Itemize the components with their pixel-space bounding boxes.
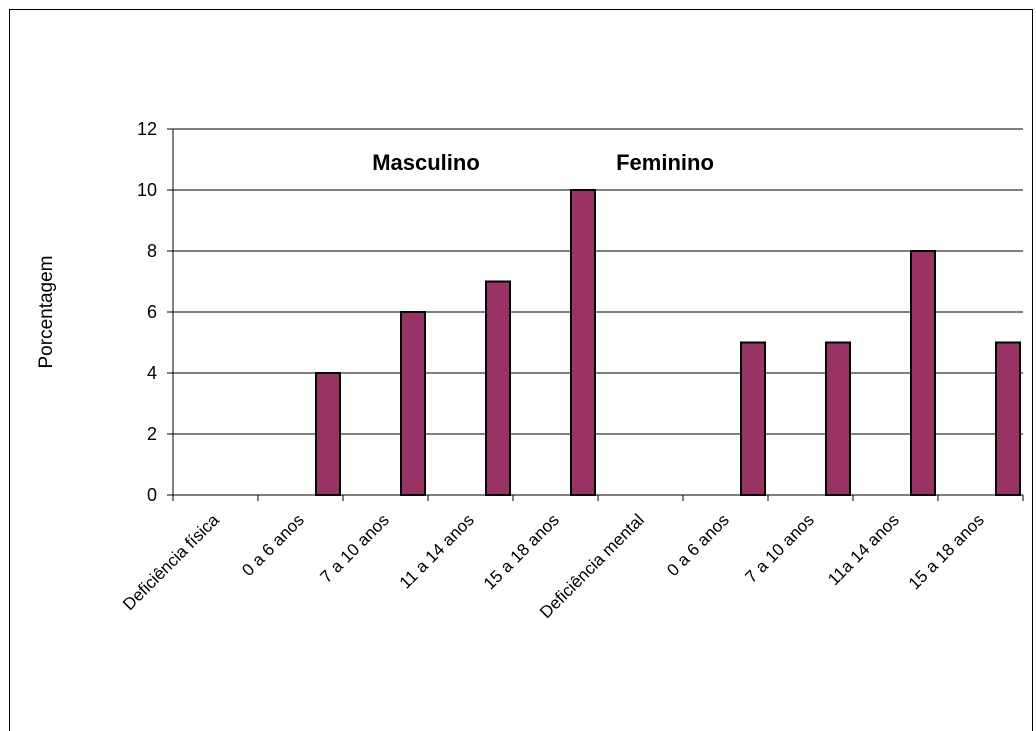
x-tick-label: 0 a 6 anos <box>663 510 733 580</box>
x-tick-label: 11 a 14 anos <box>396 510 478 592</box>
y-tick-label: 4 <box>147 363 157 383</box>
y-axis-title: Porcentagem <box>36 255 57 368</box>
x-tick-label: 11a 14 anos <box>824 510 903 589</box>
x-tick-label: 15 a 18 anos <box>905 510 988 593</box>
x-tick-label: 15 a 18 anos <box>480 510 563 593</box>
bar <box>825 341 851 496</box>
bar <box>570 189 596 496</box>
x-tick-label: 0 a 6 anos <box>238 510 308 580</box>
group-label-feminino: Feminino <box>616 150 714 175</box>
bar <box>315 372 341 496</box>
y-tick-label: 10 <box>137 180 157 200</box>
bar <box>995 341 1021 496</box>
bar <box>740 341 766 496</box>
x-tick-label: 7 a 10 anos <box>317 510 393 586</box>
bar <box>400 311 426 496</box>
y-tick-label: 8 <box>147 241 157 261</box>
gridlines <box>173 128 1023 435</box>
bars <box>315 189 1021 496</box>
y-tick-label: 0 <box>147 485 157 505</box>
y-tick-labels: 0 2 4 6 8 10 12 <box>137 119 157 505</box>
group-label-masculino: Masculino <box>372 150 480 175</box>
y-tick-label: 2 <box>147 424 157 444</box>
bar <box>910 250 936 496</box>
y-tick-label: 12 <box>137 119 157 139</box>
axes <box>167 128 1024 501</box>
bar <box>485 280 511 496</box>
x-tick-label: 7 a 10 anos <box>742 510 818 586</box>
chart-frame <box>9 9 1033 731</box>
x-tick-label: Deficiência física <box>119 510 223 614</box>
y-tick-label: 6 <box>147 302 157 322</box>
x-tick-labels: Deficiência física 0 a 6 anos 7 a 10 anos 1… <box>119 510 988 622</box>
